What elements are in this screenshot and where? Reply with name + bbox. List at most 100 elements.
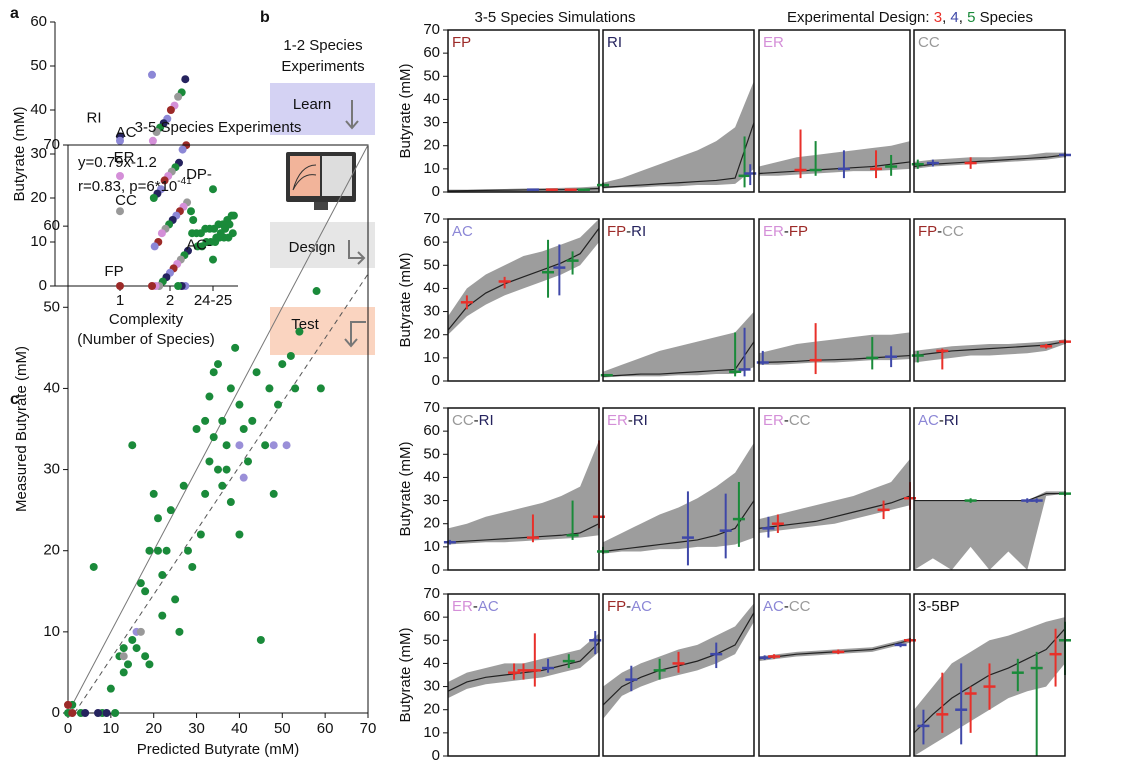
y-tick-label: 30	[423, 678, 440, 695]
x-tick-label: 10	[103, 720, 120, 737]
simulation-spread	[914, 491, 1065, 570]
plot-frame	[758, 218, 911, 382]
y-axis-label: Measured Butyrate (mM)	[13, 346, 30, 512]
simulation-spread	[759, 141, 910, 176]
point	[181, 75, 190, 84]
y-axis-label: Butyrate (mM)	[397, 627, 414, 722]
simulation-spread	[603, 442, 754, 554]
y-tick-label: 60	[423, 233, 440, 250]
y-tick-label: 10	[43, 623, 60, 640]
plot-frame	[447, 218, 600, 382]
point-label: ER	[114, 149, 135, 166]
point	[154, 546, 162, 555]
point	[111, 709, 120, 717]
point	[141, 652, 150, 661]
title-part: FP	[918, 223, 937, 240]
arrow	[348, 240, 366, 265]
point	[149, 194, 158, 202]
panel-title: ER-FP	[763, 223, 808, 240]
panel-title: ER-RI	[607, 412, 648, 429]
y-tick-label: 40	[423, 279, 440, 296]
point-label: FP	[104, 263, 123, 280]
point-label: CC	[115, 192, 137, 209]
y-tick-label: 10	[423, 160, 440, 177]
annotation-text: r=0.83, p=6*10	[78, 178, 177, 195]
point	[269, 489, 278, 498]
point-label: AC-	[186, 237, 212, 254]
y-axis-label: Butyrate (mM)	[11, 106, 28, 201]
y-tick-label: 30	[43, 461, 60, 478]
point	[174, 92, 183, 101]
plot-frame	[602, 407, 755, 571]
point	[312, 287, 321, 296]
plot-frame	[913, 593, 1066, 757]
point	[252, 368, 261, 377]
point	[154, 514, 162, 523]
y-tick-label: 50	[423, 67, 440, 84]
simulation-spread	[759, 637, 910, 662]
median-line	[758, 354, 911, 364]
y-tick-label: 10	[423, 538, 440, 555]
y-tick-label: 30	[423, 303, 440, 320]
title-part: -	[784, 598, 789, 615]
panel-title: RI	[607, 34, 622, 51]
plot-frame	[602, 29, 755, 193]
x-tick-label: 70	[360, 720, 377, 737]
y-tick-label: 40	[423, 468, 440, 485]
y-tick-label: 20	[30, 189, 47, 206]
point	[209, 255, 217, 264]
point	[158, 571, 167, 580]
point	[196, 530, 205, 539]
icon-curves	[292, 164, 317, 191]
point	[222, 441, 231, 450]
point	[239, 425, 248, 433]
y-tick-label: 10	[30, 233, 47, 250]
point	[152, 128, 161, 136]
point	[214, 360, 222, 369]
y-tick-label: 70	[423, 210, 440, 227]
title-part: ,	[942, 9, 950, 26]
title-part: 5	[967, 9, 975, 26]
simulation-spread	[914, 339, 1065, 363]
y-tick-label: 50	[423, 445, 440, 462]
point	[119, 644, 128, 653]
point	[218, 481, 227, 490]
title-part: FP	[607, 598, 626, 615]
plot-frame	[447, 593, 600, 757]
point	[269, 441, 278, 450]
point	[188, 562, 197, 571]
test-box	[270, 307, 375, 355]
title-part: -	[937, 223, 942, 240]
point	[201, 489, 210, 498]
y-tick-label: 0	[432, 747, 440, 762]
y-tick-label: 70	[423, 585, 440, 602]
title-part: -	[628, 412, 633, 429]
point	[162, 546, 171, 555]
point	[229, 211, 238, 220]
title-part: -	[626, 223, 631, 240]
point-label: RI	[87, 109, 102, 126]
point	[261, 441, 270, 450]
plot-frame	[67, 144, 369, 714]
point	[116, 172, 124, 180]
plot-frame	[913, 407, 1066, 571]
point	[179, 481, 188, 490]
point	[119, 652, 128, 661]
panel-title: ER	[763, 34, 784, 51]
point	[193, 242, 202, 251]
point	[124, 660, 132, 669]
point	[157, 229, 166, 238]
median-line	[602, 122, 755, 188]
point	[149, 489, 158, 498]
point	[274, 400, 282, 409]
title-part: -	[939, 412, 944, 429]
point	[184, 546, 192, 555]
panel-title: FP-RI	[607, 223, 646, 240]
point	[205, 392, 214, 401]
y-tick-label: 70	[423, 399, 440, 416]
y-tick-label: 10	[423, 724, 440, 741]
plot-frame	[913, 218, 1066, 382]
title-part: RI	[631, 223, 646, 240]
title-part: RI	[633, 412, 648, 429]
title-part: 4	[950, 9, 958, 26]
